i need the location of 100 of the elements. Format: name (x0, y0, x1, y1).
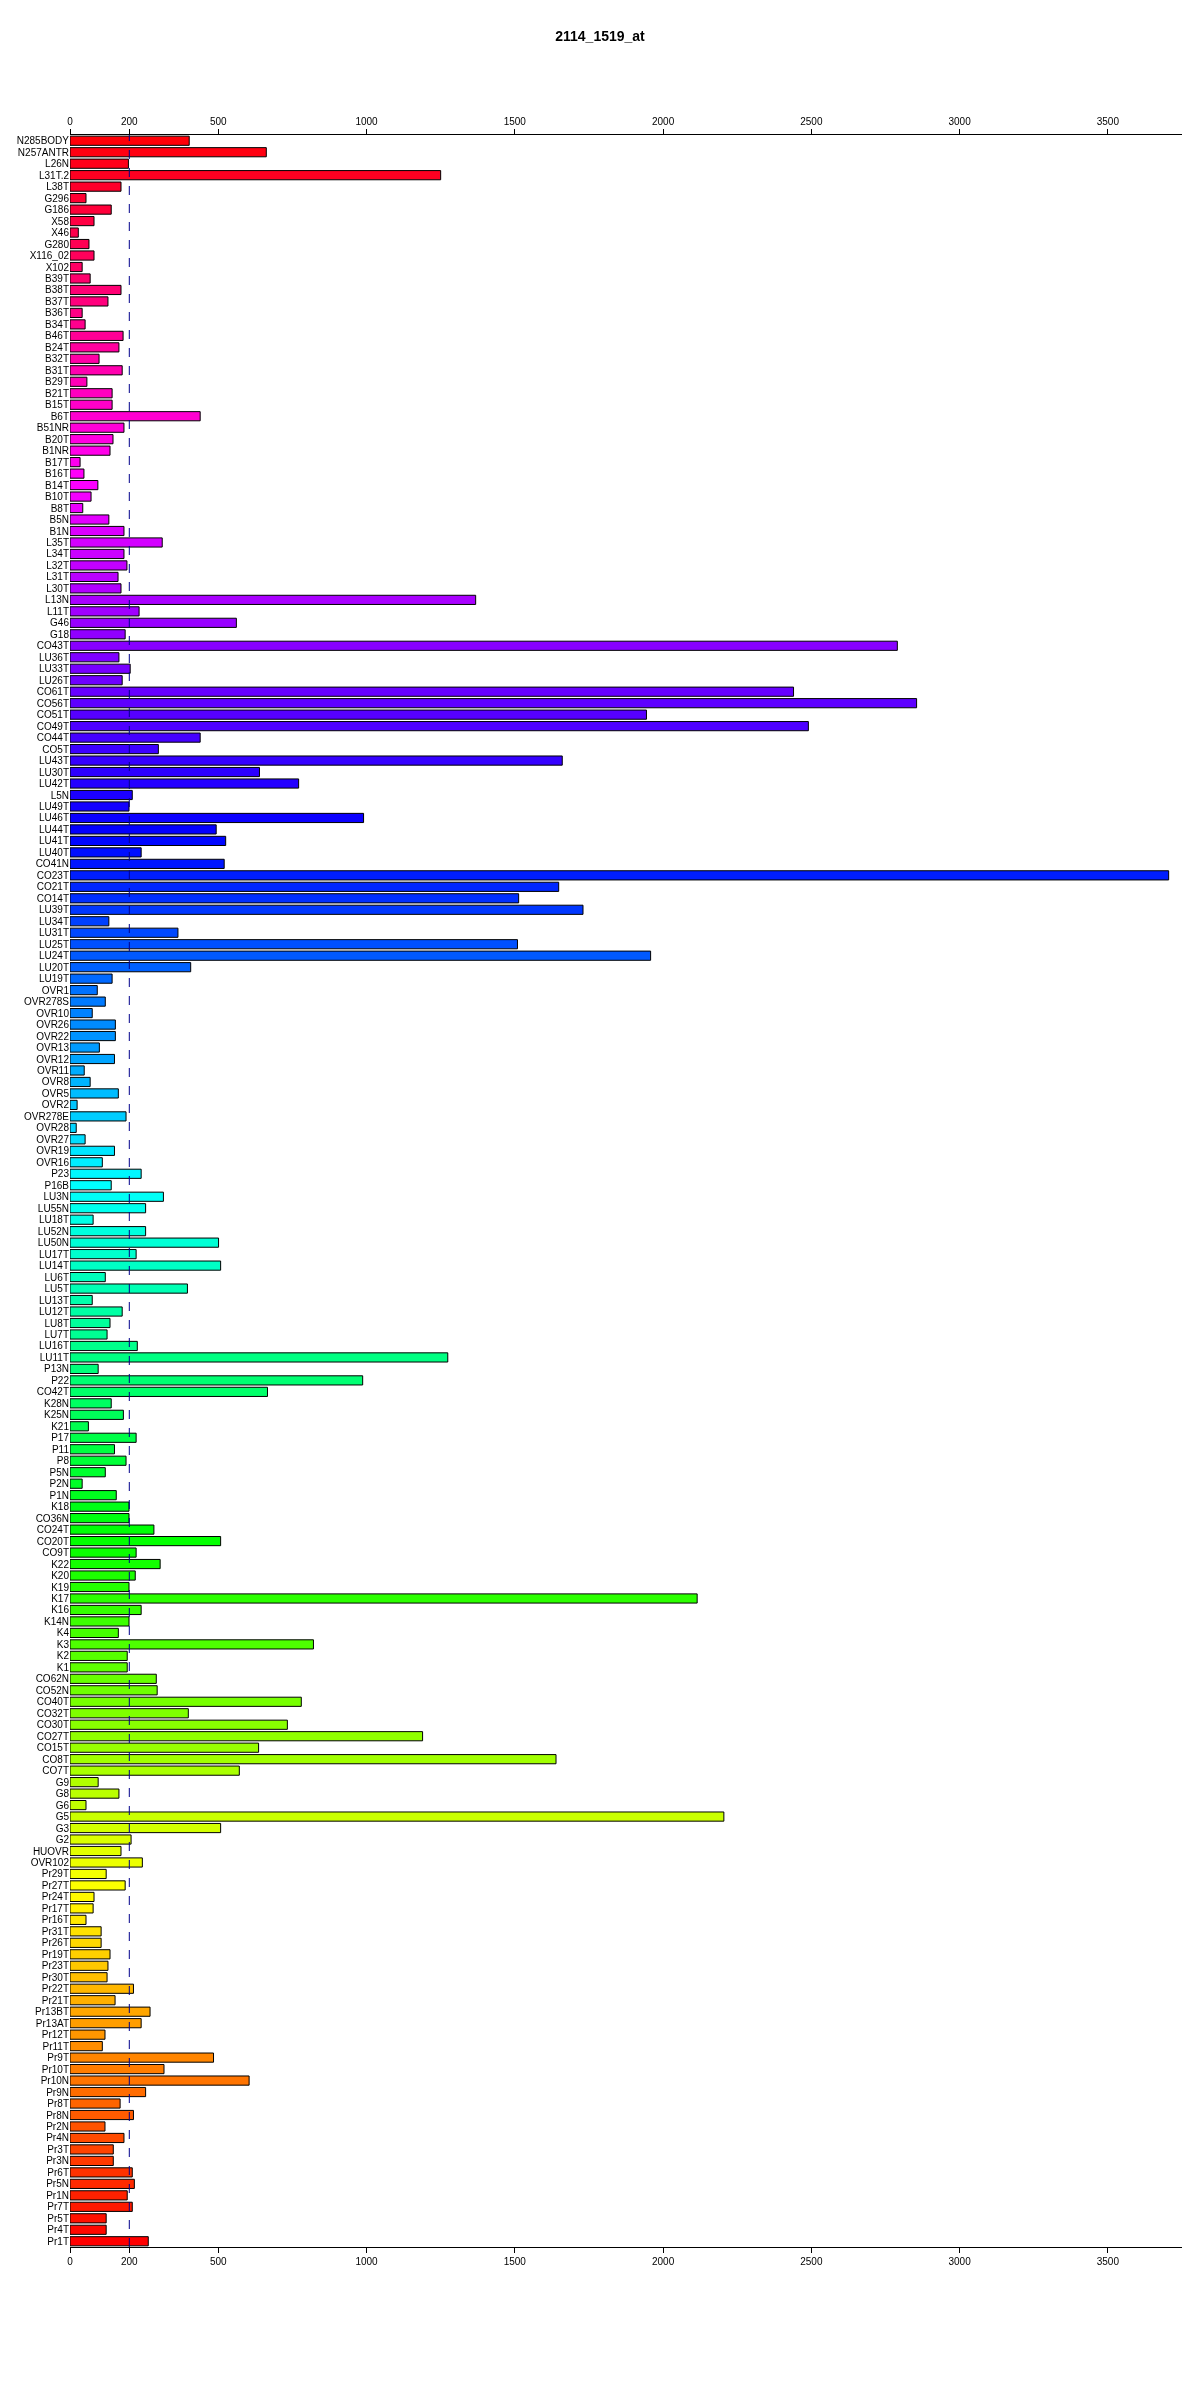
y-tick-label: CO14T (36, 892, 69, 904)
y-tick-label: P5N (49, 1466, 69, 1478)
y-tick-label: Pr3N (46, 2155, 69, 2167)
y-tick-label: OVR278E (23, 1110, 70, 1122)
y-tick-label: B1N (49, 525, 69, 537)
y-tick-label: X58 (51, 215, 70, 227)
y-tick-label: OVR2 (41, 1099, 70, 1111)
y-tick-label: L34T (46, 548, 69, 560)
y-tick-label: Pr6T (47, 2166, 69, 2178)
y-tick-label: Pr11T (42, 2040, 69, 2052)
y-tick-label: HUOVR (32, 1845, 69, 1857)
y-tick-label: B34T (45, 318, 69, 330)
y-tick-label: LU12T (38, 1306, 69, 1318)
x2-tick-label: 0 (67, 2256, 74, 2267)
y-tick-label: CO21T (36, 881, 69, 893)
y-tick-label: LU20T (38, 961, 69, 973)
y-tick-label: L38T (46, 181, 69, 193)
y-tick-label: Pr22T (41, 1983, 69, 1995)
y-tick-label: Pr23T (41, 1960, 69, 1972)
y-tick-label: P17 (51, 1432, 70, 1444)
y-tick-label: P11 (51, 1443, 70, 1455)
y-tick-label: CO5T (42, 743, 69, 755)
x-tick-label: 500 (209, 116, 228, 127)
y-tick-label: G46 (50, 617, 70, 629)
y-tick-label: CO41N (35, 858, 69, 870)
y-tick-label: LU19T (38, 973, 69, 985)
y-tick-label: K19 (51, 1581, 70, 1593)
y-tick-label: Pr4T (47, 2224, 69, 2236)
y-tick-label: Pr5T (47, 2212, 69, 2224)
y-tick-label: G5 (55, 1811, 70, 1823)
y-tick-label: Pr8T (47, 2098, 69, 2110)
y-tick-label: Pr21T (41, 1994, 69, 2006)
y-tick-label: OVR278S (23, 996, 70, 1008)
y-tick-label: B10T (45, 491, 69, 503)
y-tick-label: B15T (45, 399, 69, 411)
y-tick-label: OVR1 (41, 984, 70, 996)
y-tick-label: LU42T (38, 778, 69, 790)
y-tick-label: B14T (45, 479, 69, 491)
y-tick-label: P23 (51, 1168, 70, 1180)
y-tick-label: G296 (44, 192, 70, 204)
y-tick-label: Pr8N (46, 2109, 69, 2121)
y-tick-label: B1NR (42, 445, 69, 457)
x2-tick-label: 3000 (948, 2256, 972, 2267)
y-tick-label: LU7T (44, 1328, 69, 1340)
y-tick-label: OVR16 (36, 1156, 70, 1168)
y-tick-label: Pr31T (41, 1925, 69, 1937)
y-tick-label: P1N (49, 1489, 69, 1501)
y-tick-label: B38T (45, 284, 69, 296)
y-tick-label: B46T (45, 330, 69, 342)
y-tick-label: K25N (43, 1409, 69, 1421)
y-tick-label: P13N (43, 1363, 69, 1375)
y-tick-label: CO9T (42, 1547, 69, 1559)
y-tick-label: L26N (45, 158, 69, 170)
y-tick-label: LU25T (38, 938, 69, 950)
x2-tick-label: 2500 (800, 2256, 823, 2267)
y-tick-label: X116_02 (29, 250, 70, 262)
y-tick-label: CO7T (42, 1765, 69, 1777)
y-tick-label: B16T (45, 468, 69, 480)
y-tick-label: CO24T (36, 1524, 69, 1536)
y-tick-label: N257ANTR (17, 146, 69, 158)
y-tick-label: OVR28 (36, 1122, 70, 1134)
y-tick-label: Pr13AT (35, 2017, 69, 2029)
y-tick-label: LU24T (38, 950, 69, 962)
y-tick-label: CO44T (36, 732, 69, 744)
y-tick-label: L11T (46, 605, 69, 617)
y-tick-label: G186 (44, 204, 70, 216)
y-tick-label: B20T (45, 433, 69, 445)
y-tick-label: CO49T (36, 720, 69, 732)
y-tick-label: B51NR (36, 422, 69, 434)
y-tick-label: OVR10 (36, 1007, 70, 1019)
y-tick-label: LU40T (38, 846, 69, 858)
y-tick-label: K1 (56, 1661, 70, 1673)
y-tick-label: K18 (51, 1501, 70, 1513)
y-tick-label: K14N (43, 1615, 69, 1627)
y-tick-label: Pr30T (41, 1971, 69, 1983)
y-tick-label: Pr10N (40, 2075, 69, 2087)
y-tick-label: L13N (45, 594, 69, 606)
y-tick-label: LU17T (38, 1248, 69, 1260)
y-tick-label: CO51T (36, 709, 69, 721)
y-tick-label: LU5T (44, 1283, 69, 1295)
y-tick-label: LU30T (38, 766, 69, 778)
y-tick-label: Pr9T (47, 2052, 69, 2064)
y-tick-label: LU26T (38, 674, 69, 686)
y-tick-label: CO43T (36, 640, 69, 652)
y-tick-label: B39T (45, 272, 69, 284)
y-tick-label: CO56T (36, 697, 69, 709)
y-tick-label: K3 (56, 1638, 70, 1650)
y-tick-label: K4 (56, 1627, 70, 1639)
y-tick-label: Pr1T (47, 2235, 69, 2247)
y-tick-label: Pr16T (41, 1914, 69, 1926)
y-tick-label: B5N (49, 514, 69, 526)
y-tick-label: Pr10T (41, 2063, 69, 2075)
x2-tick-label: 3500 (1096, 2256, 1120, 2267)
y-tick-label: LU11T (39, 1351, 69, 1363)
y-tick-label: LU18T (38, 1214, 69, 1226)
y-tick-label: LU13T (38, 1294, 69, 1306)
y-tick-label: Pr13BT (35, 2006, 69, 2018)
y-tick-label: Pr27T (41, 1879, 69, 1891)
y-tick-label: OVR19 (36, 1145, 70, 1157)
y-tick-label: OVR26 (36, 1019, 70, 1031)
